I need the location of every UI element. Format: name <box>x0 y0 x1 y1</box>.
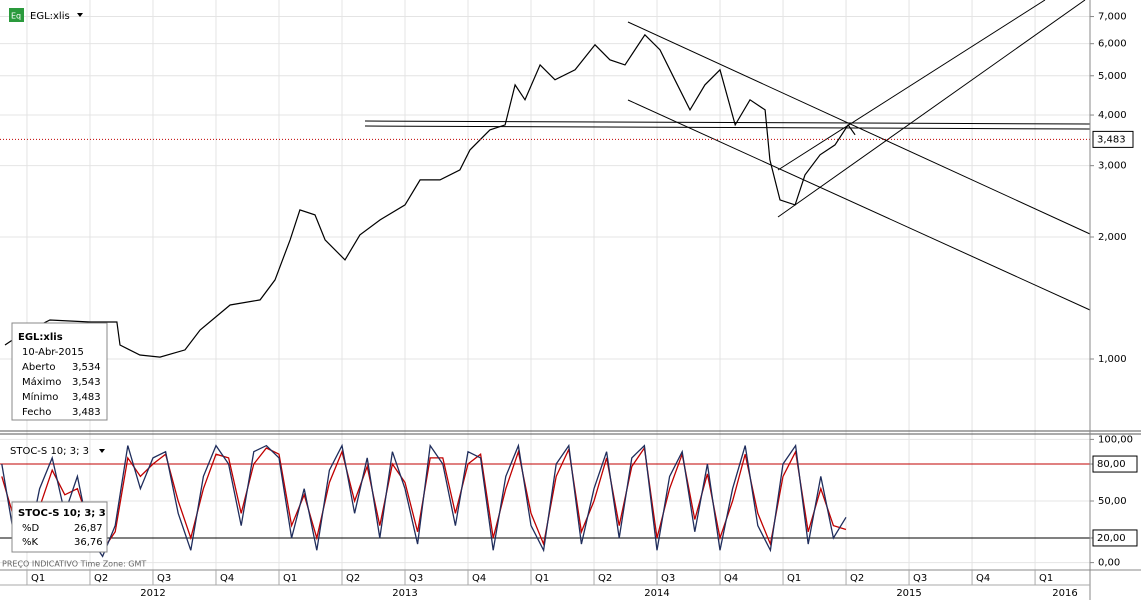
indicator-title[interactable]: STOC-S 10; 3; 3 <box>10 446 89 457</box>
x-tick-label: Q3 <box>409 573 423 584</box>
oscillator-line <box>1 443 847 558</box>
y-tick-label: 1,000 <box>1098 354 1127 365</box>
level-label: 80,00 <box>1097 459 1126 470</box>
year-label: 2014 <box>644 588 669 599</box>
x-tick-label: Q1 <box>787 573 801 584</box>
info-title: EGL:xlis <box>18 332 63 343</box>
plot <box>0 33 1090 558</box>
footer: PREÇO INDICATIVO Time Zone: GMT <box>2 560 146 569</box>
trend-line <box>364 120 1091 125</box>
indicator-legend <box>11 501 108 553</box>
legend-entries: %D 26,87 %K 36,76 <box>22 523 103 548</box>
legend-value: 36,76 <box>74 537 103 548</box>
y-tick-label: 50,00 <box>1098 496 1127 507</box>
x-tick-label: Q2 <box>346 573 360 584</box>
info-value: 3,483 <box>72 407 101 418</box>
trend-line <box>777 0 1086 218</box>
y-tick-label: 2,000 <box>1098 232 1127 243</box>
x-tick-label: Q3 <box>913 573 927 584</box>
info-label: Máximo <box>22 376 61 388</box>
info-label: Fecho <box>22 407 51 418</box>
info-label: Aberto <box>22 362 56 373</box>
x-tick-label: Q1 <box>283 573 297 584</box>
trend-line <box>627 99 1091 311</box>
info-value: 3,534 <box>72 362 101 373</box>
trend-line <box>364 125 1091 130</box>
level-label: 20,00 <box>1097 533 1126 544</box>
trend-line <box>777 0 1046 171</box>
info-box <box>11 322 108 421</box>
y-tick-label: 6,000 <box>1098 39 1127 50</box>
dropdown-arrow[interactable] <box>99 449 105 453</box>
y-tick-label: 0,00 <box>1098 558 1120 569</box>
year-label: 2013 <box>392 588 417 599</box>
trend-lines <box>364 0 1091 311</box>
year-label: 2016 <box>1052 588 1077 599</box>
x-tick-label: Q4 <box>472 573 486 584</box>
info-rows: Aberto 3,534 Máximo 3,543 Mínimo 3,483 Fecho 3,… <box>22 362 101 418</box>
x-tick-label: Q4 <box>724 573 738 584</box>
price-line <box>4 33 856 358</box>
x-tick-label: Q3 <box>661 573 675 584</box>
y-tick-label: 5,000 <box>1098 71 1127 82</box>
x-tick-label: Q2 <box>94 573 108 584</box>
symbol[interactable]: EGL:xlis <box>30 11 70 22</box>
x-tick-label: Q1 <box>31 573 45 584</box>
y-tick-label: 7,000 <box>1098 12 1127 23</box>
icon-text: Eq <box>11 12 21 21</box>
x-tick-label: Q4 <box>976 573 990 584</box>
info-label: Mínimo <box>22 391 58 403</box>
x-tick-label: Q4 <box>220 573 234 584</box>
symbol-icon[interactable] <box>9 8 24 22</box>
level-box <box>1092 529 1138 547</box>
year-label: 2015 <box>896 588 921 599</box>
legend-name: %K <box>22 537 39 548</box>
legend-name: %D <box>22 523 40 534</box>
x-tick-label: Q1 <box>535 573 549 584</box>
dropdown-arrow[interactable] <box>77 13 83 17</box>
x-tick-label: Q1 <box>1039 573 1053 584</box>
x-tick-label: Q2 <box>850 573 864 584</box>
year-label: 2012 <box>140 588 165 599</box>
last-price-box <box>1092 130 1134 148</box>
x-tick-label: Q3 <box>157 573 171 584</box>
legend-title: STOC-S 10; 3; 3 <box>18 508 106 519</box>
info-date: 10-Abr-2015 <box>22 347 84 358</box>
last-price-label: 3,483 <box>1097 134 1126 145</box>
info-value: 3,543 <box>72 377 101 388</box>
x-tick-label: Q2 <box>598 573 612 584</box>
info-value: 3,483 <box>72 392 101 403</box>
legend-value: 26,87 <box>74 523 103 534</box>
y-tick-label: 100,00 <box>1098 434 1133 445</box>
level-box <box>1092 455 1138 473</box>
y-tick-label: 3,000 <box>1098 161 1127 172</box>
y-tick-label: 4,000 <box>1098 110 1127 121</box>
